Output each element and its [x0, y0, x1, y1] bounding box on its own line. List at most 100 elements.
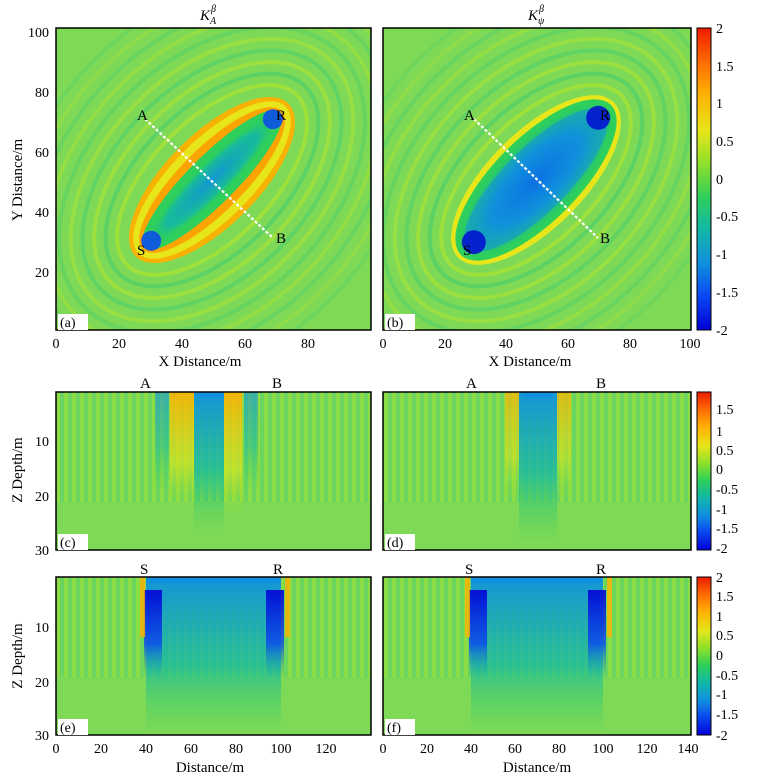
svg-text:40: 40 — [499, 337, 513, 352]
svg-text:-2: -2 — [716, 324, 728, 339]
panel-label-box — [385, 314, 415, 330]
svg-text:-0.5: -0.5 — [716, 669, 738, 684]
svg-text:ψ: ψ — [538, 16, 545, 27]
svg-text:-2: -2 — [716, 542, 728, 557]
svg-text:10: 10 — [35, 621, 49, 636]
svg-text:120: 120 — [637, 742, 658, 757]
y-ticks-e: 10 20 30 — [35, 621, 49, 744]
panel-label-c: (c) — [60, 536, 76, 551]
svg-text:80: 80 — [623, 337, 637, 352]
point-label-R: R — [600, 108, 610, 124]
svg-text:-2: -2 — [716, 729, 728, 744]
svg-text:20: 20 — [35, 490, 49, 505]
x-ticks-e: 0 20 40 60 80 100 120 — [53, 742, 337, 757]
svg-text:β: β — [210, 4, 216, 15]
y-ticks-c: 10 20 30 — [35, 435, 49, 559]
marker-A-d: A — [466, 376, 477, 392]
svg-text:80: 80 — [301, 337, 315, 352]
marker-A-c: A — [140, 376, 151, 392]
svg-text:0.5: 0.5 — [716, 444, 734, 459]
svg-text:1.5: 1.5 — [716, 590, 734, 605]
svg-text:0.5: 0.5 — [716, 629, 734, 644]
svg-text:-1: -1 — [716, 248, 728, 263]
svg-text:60: 60 — [561, 337, 575, 352]
point-label-A: A — [464, 108, 475, 124]
svg-text:-0.5: -0.5 — [716, 483, 738, 498]
point-label-R: R — [276, 108, 286, 124]
svg-text:20: 20 — [438, 337, 452, 352]
svg-text:2: 2 — [716, 571, 723, 586]
svg-text:0: 0 — [716, 463, 723, 478]
svg-text:β: β — [538, 4, 544, 15]
title-a: K A β — [199, 4, 217, 27]
colorbar-1: 2 1.5 1 0.5 0 -0.5 -1 -1.5 -2 — [696, 22, 738, 339]
svg-text:20: 20 — [94, 742, 108, 757]
svg-text:0: 0 — [716, 173, 723, 188]
panel-label-a: (a) — [60, 316, 76, 331]
svg-text:100: 100 — [680, 337, 701, 352]
svg-text:60: 60 — [184, 742, 198, 757]
panel-label-e: (e) — [60, 721, 76, 736]
x-axis-label-b: X Distance/m — [489, 354, 572, 370]
colorbar-3: 2 1.5 1 0.5 0 -0.5 -1 -1.5 -2 — [696, 571, 738, 744]
x-ticks-a: 0 20 40 60 80 — [53, 337, 316, 352]
svg-text:1.5: 1.5 — [716, 60, 734, 75]
svg-text:A: A — [209, 16, 217, 27]
svg-text:100: 100 — [28, 26, 49, 41]
marker-S-f: S — [465, 562, 473, 578]
svg-text:40: 40 — [35, 206, 49, 221]
y-axis-label-c: Z Depth/m — [10, 437, 26, 503]
line-AB-a — [144, 118, 274, 239]
colorbar-2: 1.5 1 0.5 0 -0.5 -1 -1.5 -2 — [696, 391, 738, 557]
x-ticks-f: 0 20 40 60 80 100 120 140 — [380, 742, 699, 757]
panel-b-frame — [382, 27, 692, 331]
panel-label-box — [58, 314, 88, 330]
svg-text:30: 30 — [35, 729, 49, 744]
svg-text:0: 0 — [716, 649, 723, 664]
svg-text:K: K — [199, 8, 211, 24]
y-axis-label-e: Z Depth/m — [10, 623, 26, 689]
panel-e: S R (e) 10 20 30 0 20 40 60 80 100 120 D… — [10, 562, 372, 776]
svg-text:-1.5: -1.5 — [716, 708, 738, 723]
svg-text:-0.5: -0.5 — [716, 210, 738, 225]
svg-text:40: 40 — [464, 742, 478, 757]
marker-R-e: R — [273, 562, 283, 578]
marker-B-c: B — [272, 376, 282, 392]
svg-text:1.5: 1.5 — [716, 403, 734, 418]
svg-text:30: 30 — [35, 544, 49, 559]
svg-text:60: 60 — [238, 337, 252, 352]
svg-text:2: 2 — [716, 22, 723, 37]
svg-text:20: 20 — [35, 266, 49, 281]
x-ticks-b: 0 20 40 60 80 100 — [380, 337, 701, 352]
panel-a: A R S B (a) K A β 20 40 60 80 100 0 20 4… — [10, 4, 372, 370]
title-b: K ψ β — [527, 4, 545, 27]
svg-text:-1.5: -1.5 — [716, 286, 738, 301]
point-label-S: S — [137, 243, 145, 259]
svg-text:1: 1 — [716, 610, 723, 625]
x-axis-label-f: Distance/m — [503, 760, 572, 776]
marker-R-f: R — [596, 562, 606, 578]
svg-text:-1: -1 — [716, 688, 728, 703]
svg-text:0.5: 0.5 — [716, 135, 734, 150]
x-axis-label-e: Distance/m — [176, 760, 245, 776]
y-axis-label-a: Y Distance/m — [10, 139, 26, 222]
panel-a-frame — [55, 27, 372, 331]
panel-label-f: (f) — [387, 721, 401, 736]
svg-text:0: 0 — [53, 337, 60, 352]
svg-text:1: 1 — [716, 97, 723, 112]
svg-text:0: 0 — [380, 742, 387, 757]
y-ticks-a: 20 40 60 80 100 — [28, 26, 49, 281]
panel-f: S R (f) 0 20 40 60 80 100 120 140 Distan… — [380, 562, 699, 776]
svg-text:20: 20 — [420, 742, 434, 757]
panel-label-d: (d) — [387, 536, 404, 551]
line-AB-b — [473, 118, 599, 239]
svg-text:40: 40 — [175, 337, 189, 352]
marker-B-d: B — [596, 376, 606, 392]
point-label-B: B — [600, 231, 610, 247]
panel-d: A B (d) — [382, 376, 692, 551]
point-label-S: S — [463, 243, 471, 259]
point-label-A: A — [137, 108, 148, 124]
svg-text:60: 60 — [35, 146, 49, 161]
panel-c: A B (c) 10 20 30 Z Depth/m — [10, 376, 372, 559]
